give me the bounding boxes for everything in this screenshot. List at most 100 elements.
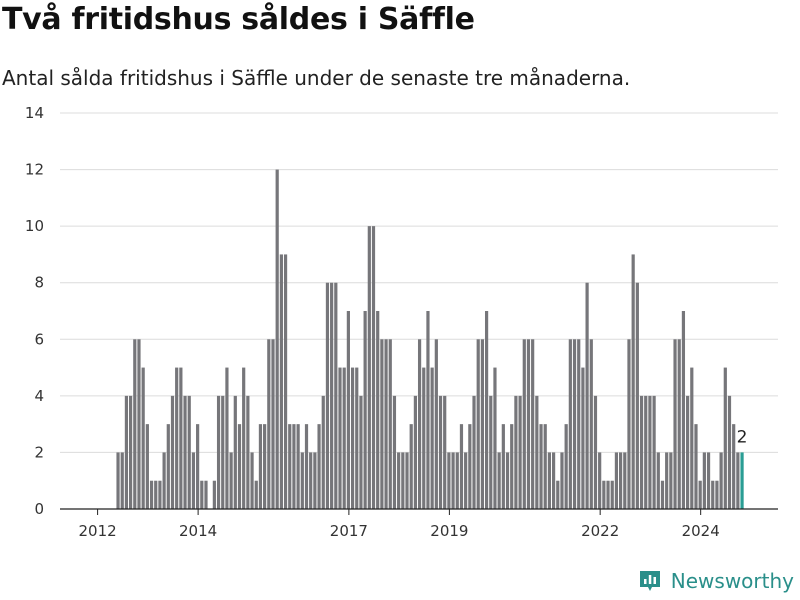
bar: [200, 480, 204, 509]
bar: [162, 452, 166, 509]
bar: [242, 367, 246, 509]
bar: [690, 367, 694, 509]
bar: [367, 226, 371, 509]
bar: [317, 424, 321, 509]
bar: [430, 367, 434, 509]
bar: [175, 367, 179, 509]
bar: [355, 367, 359, 509]
bar: [614, 452, 619, 509]
bar: [602, 480, 606, 509]
bar: [518, 395, 522, 509]
bar: [648, 395, 652, 509]
annotations: 2: [737, 427, 748, 447]
bar: [288, 424, 292, 509]
bar: [443, 395, 447, 509]
y-axis: 0 2 4 6 8 10 12 14: [25, 104, 44, 518]
bar: [145, 424, 149, 509]
bar: [392, 395, 397, 509]
bar: [434, 339, 438, 509]
bar: [338, 367, 342, 509]
bar: [376, 311, 380, 509]
bar: [271, 339, 275, 509]
bar: [577, 339, 581, 509]
bar: [610, 480, 614, 509]
bar: [380, 339, 384, 509]
bar: [258, 424, 263, 509]
x-tick-label: 2012: [79, 522, 117, 540]
bar: [510, 424, 514, 509]
bar: [334, 282, 338, 509]
bar: [275, 169, 279, 510]
bar: [619, 452, 623, 509]
x-tick-label: 2024: [682, 522, 720, 540]
bar: [706, 452, 711, 509]
bar: [606, 480, 610, 509]
bar: [539, 424, 543, 509]
bar: [158, 480, 162, 509]
bar: [652, 395, 656, 509]
bar: [397, 452, 401, 509]
bar: [564, 424, 568, 509]
bar: [660, 480, 665, 509]
bar: [426, 311, 430, 509]
bar: [141, 367, 145, 509]
bar: [472, 395, 476, 509]
bar: [405, 452, 409, 509]
y-tick-label: 12: [25, 161, 44, 179]
x-tick-label: 2019: [430, 522, 468, 540]
bar: [283, 254, 288, 509]
bar: [296, 424, 300, 509]
bar: [572, 339, 577, 509]
bar: [673, 339, 677, 509]
bar: [451, 452, 455, 509]
bar: [489, 395, 493, 509]
bar: [154, 480, 158, 509]
x-axis: 2012 2014 2017 2019 2022 2024: [60, 508, 778, 540]
bar: [384, 339, 388, 509]
bar: [702, 452, 706, 509]
bar: [514, 395, 518, 509]
bar: [422, 367, 426, 509]
bar: [342, 367, 346, 509]
chart-title: Två fritidshus såldes i Säffle: [2, 2, 475, 37]
bar: [547, 452, 552, 509]
bar: [438, 395, 443, 509]
bar: [736, 452, 740, 509]
bar: [698, 480, 702, 509]
bar: [543, 424, 547, 509]
newsworthy-icon: [639, 571, 660, 591]
bar: [309, 452, 313, 509]
bar: [300, 452, 304, 509]
bar: [170, 395, 175, 509]
bar: [635, 282, 639, 509]
x-tick-label: 2022: [581, 522, 619, 540]
chart-subtitle: Antal sålda fritidshus i Säffle under de…: [2, 66, 631, 90]
bar: [250, 452, 254, 509]
bar: [484, 311, 489, 509]
bar: [212, 480, 216, 509]
bar: [535, 395, 539, 509]
bar: [279, 254, 283, 509]
bar: [216, 395, 221, 509]
bar: [589, 339, 593, 509]
bar: [727, 395, 732, 509]
bar: [505, 452, 510, 509]
bar: [409, 424, 413, 509]
bar: [191, 452, 196, 509]
bar: [560, 452, 564, 509]
bar: [204, 480, 208, 509]
bar: [120, 452, 124, 509]
bar: [137, 339, 141, 509]
last-value-label: 2: [737, 427, 748, 447]
y-tick-label: 10: [25, 217, 44, 235]
bar: [631, 254, 635, 509]
bar: [497, 452, 501, 509]
x-tick-label: 2017: [330, 522, 368, 540]
bar: [526, 339, 531, 509]
bar: [551, 452, 556, 509]
bar: [656, 452, 660, 509]
y-tick-label: 8: [34, 274, 44, 292]
bar: [719, 452, 723, 509]
bar: [556, 480, 560, 509]
